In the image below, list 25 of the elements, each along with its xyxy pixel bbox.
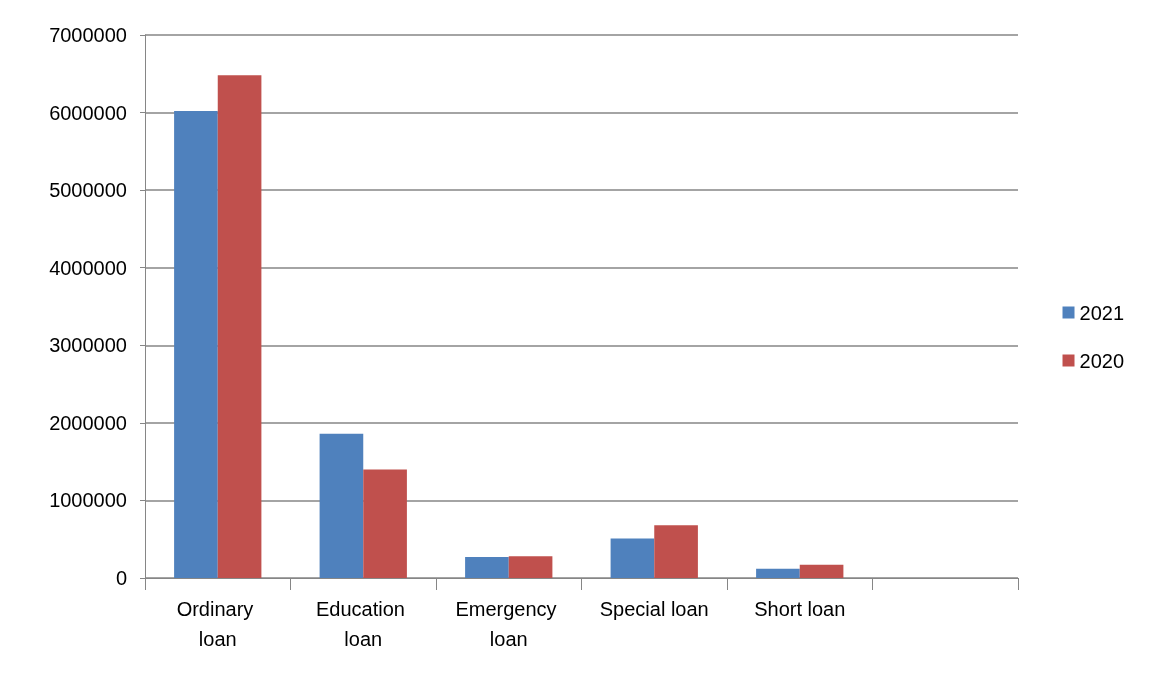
bar [654, 525, 698, 578]
x-tick-label: Emergency loan [455, 598, 563, 650]
bar [217, 75, 262, 578]
y-tick-label: 6000000 [49, 101, 127, 124]
legend-label: 2020 [1079, 349, 1125, 372]
x-tick-label: Education loan [315, 598, 411, 650]
bar [465, 557, 509, 578]
y-tick-label: 5000000 [49, 179, 127, 202]
x-tick-label: Special loan [599, 598, 709, 620]
y-tick-label: 2000000 [49, 411, 127, 434]
legend-label: 2021 [1079, 301, 1125, 324]
y-tick-label: 4000000 [49, 256, 127, 279]
x-tick-label: Ordinary loan [176, 598, 259, 650]
x-tick-label: Short loan [754, 598, 846, 620]
y-tick-label: 1000000 [49, 489, 127, 512]
y-tick-label: 3000000 [49, 334, 127, 357]
bar [319, 433, 364, 578]
y-tick-label: 0 [115, 567, 127, 589]
bar [174, 111, 218, 578]
bar [610, 538, 655, 578]
y-tick-label: 7000000 [49, 24, 127, 46]
bar [756, 568, 800, 578]
bar [799, 564, 844, 578]
bar [363, 469, 407, 578]
bar [508, 556, 553, 578]
